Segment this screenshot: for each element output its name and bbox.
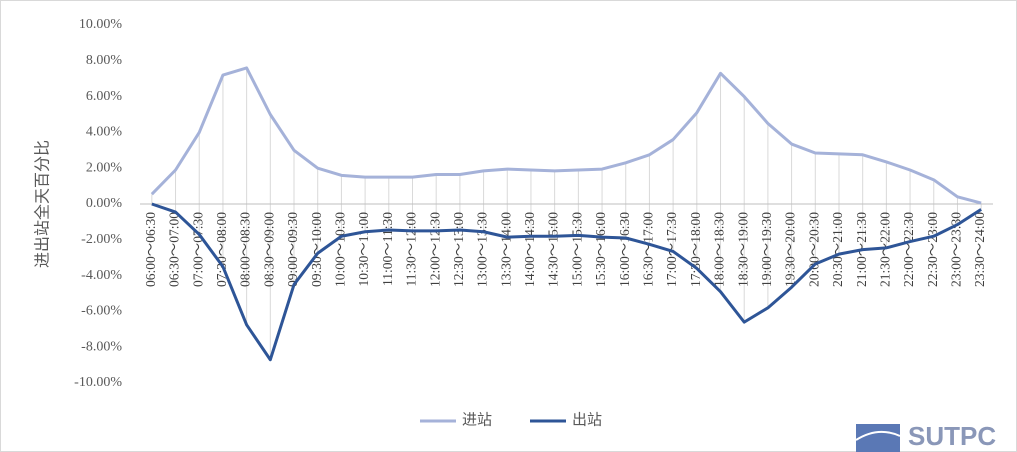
logo: SUTPC	[855, 421, 996, 452]
x-tick-label: 13:30～14:00	[498, 212, 513, 287]
x-tick-label: 20:30～21:00	[830, 212, 845, 287]
x-tick-label: 11:00～11:30	[380, 212, 395, 286]
x-tick-label: 07:30～08:00	[214, 212, 229, 287]
x-tick-label: 19:30～20:00	[783, 212, 798, 287]
x-tick-label: 18:00～18:30	[712, 212, 727, 287]
x-tick-label: 11:30～12:00	[404, 212, 419, 287]
x-tick-label: 12:00～12:30	[427, 212, 442, 287]
x-tick-label: 15:30～16:00	[593, 212, 608, 287]
x-tick-label: 15:00～15:30	[569, 212, 584, 287]
x-tick-label: 23:00～23:30	[949, 212, 964, 287]
logo-swoosh	[855, 430, 901, 441]
y-tick-label: 0.00%	[86, 196, 123, 211]
y-tick-label: 8.00%	[86, 53, 123, 68]
x-tick-label: 19:00～19:30	[759, 212, 774, 287]
y-tick-label: 10.00%	[79, 17, 123, 32]
x-tick-label: 17:00～17:30	[664, 212, 679, 287]
y-tick-label: -4.00%	[81, 268, 122, 283]
x-tick-label: 16:00～16:30	[617, 212, 632, 287]
y-tick-label: 6.00%	[86, 89, 123, 104]
x-tick-label: 22:00～22:30	[901, 212, 916, 287]
x-tick-label: 08:30～09:00	[261, 212, 276, 287]
x-tick-label: 07:00～07:30	[190, 212, 205, 287]
legend-label: 进站	[462, 411, 492, 428]
x-tick-label: 10:30～11:00	[356, 212, 371, 287]
y-axis-label: 进出站全天百分比	[34, 140, 52, 268]
x-tick-label: 22:30～23:00	[925, 212, 940, 287]
x-tick-label: 14:30～15:00	[546, 212, 561, 287]
x-tick-label: 09:00～09:30	[285, 212, 300, 287]
x-tick-label: 16:30～17:00	[641, 212, 656, 287]
x-tick-label: 08:00～08:30	[238, 212, 253, 287]
watermark: SUTPC	[908, 421, 996, 451]
x-tick-label: 12:30～13:00	[451, 212, 466, 287]
x-tick-label: 14:00～14:30	[522, 212, 537, 287]
x-tick-label: 18:30～19:00	[735, 212, 750, 287]
x-tick-label: 20:00～20:30	[806, 212, 821, 287]
y-tick-label: -2.00%	[81, 232, 122, 247]
logo-mark	[856, 424, 900, 452]
x-tick-label: 09:30～10:00	[309, 212, 324, 287]
y-tick-label: -10.00%	[74, 375, 122, 390]
x-tick-label: 23:30～24:00	[972, 212, 987, 287]
x-tick-label: 06:30～07:00	[167, 212, 182, 287]
x-tick-label: 06:00～06:30	[143, 212, 158, 287]
x-tick-label: 17:30～18:00	[688, 212, 703, 287]
y-tick-label: 4.00%	[86, 125, 123, 140]
x-tick-label: 13:00～13:30	[475, 212, 490, 287]
y-tick-label: 2.00%	[86, 160, 123, 175]
x-tick-label: 10:00～10:30	[332, 212, 347, 287]
legend-label: 出站	[572, 411, 602, 428]
y-tick-label: -6.00%	[81, 304, 122, 319]
series-line	[150, 66, 982, 205]
y-tick-label: -8.00%	[81, 339, 122, 354]
series-line	[151, 202, 982, 362]
